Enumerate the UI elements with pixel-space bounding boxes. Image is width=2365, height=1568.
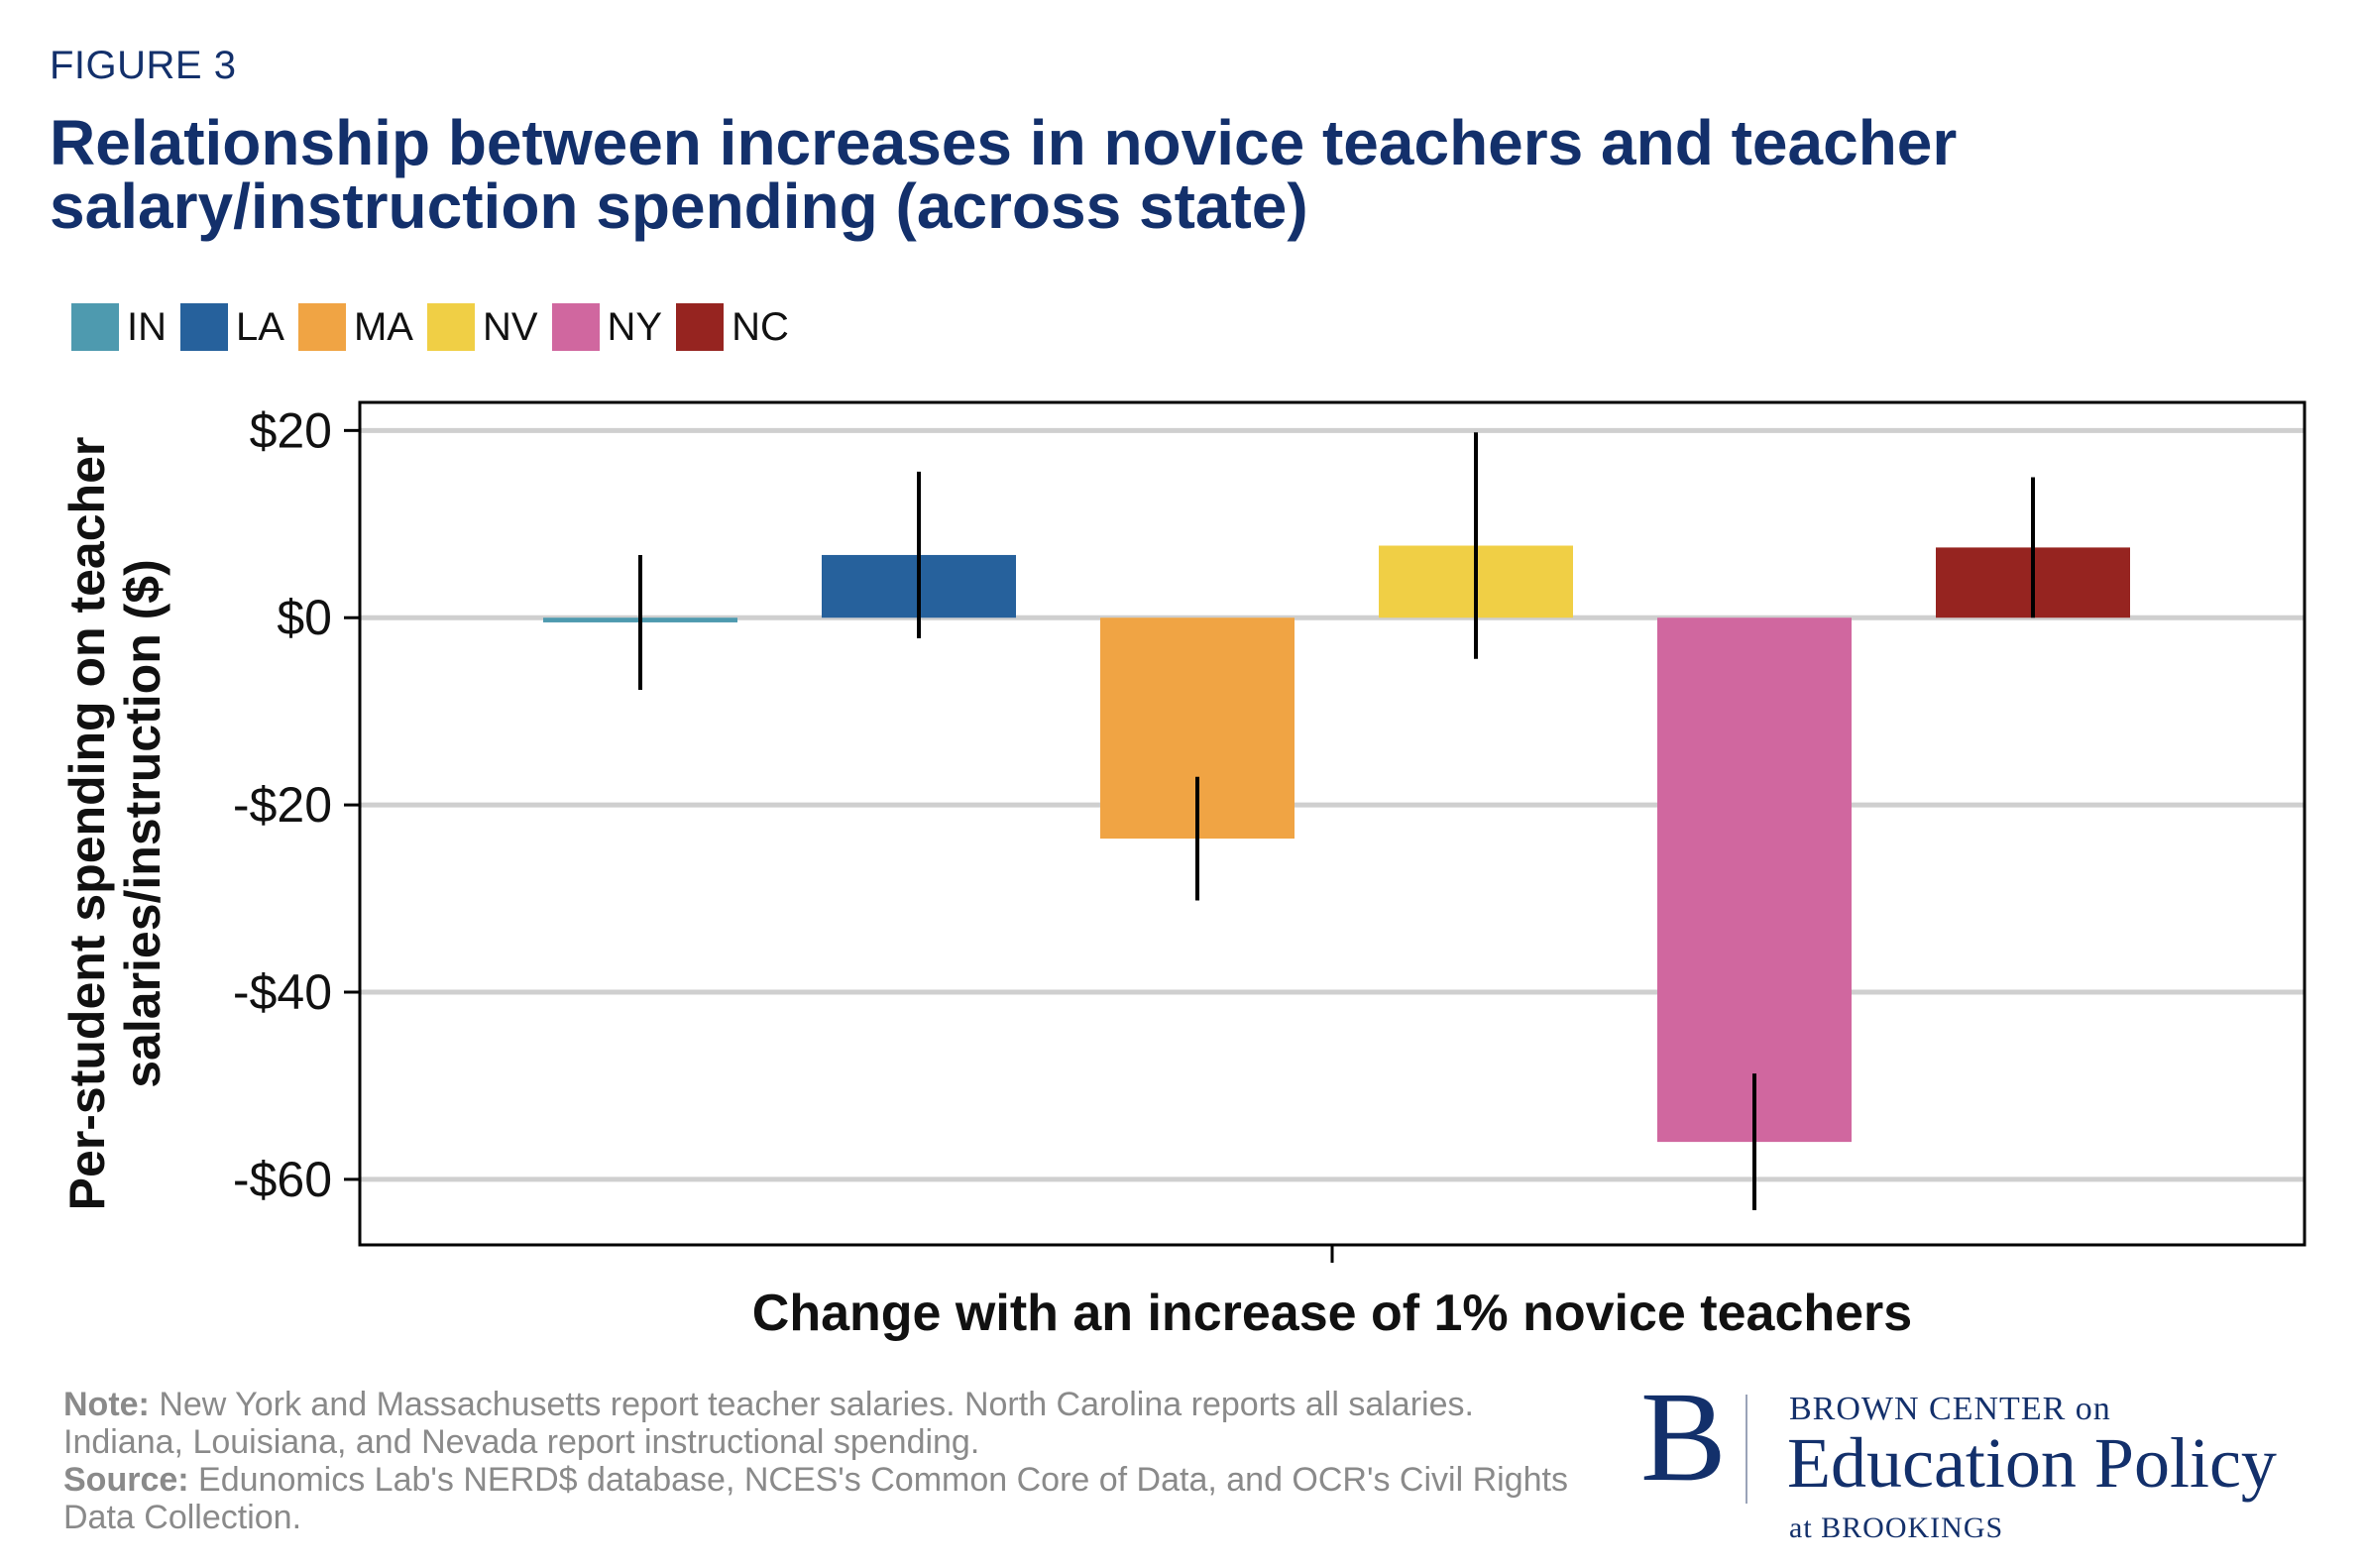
- source-label: Source:: [63, 1461, 189, 1499]
- chart-title: Relationship between increases in novice…: [50, 107, 1958, 242]
- legend: IN LA MA NV NY NC: [71, 303, 803, 351]
- y-axis-label-line: salaries/instruction ($): [115, 559, 170, 1088]
- legend-label: MA: [353, 304, 413, 349]
- y-axis-label: Per-student spending on teachersalaries/…: [59, 437, 170, 1211]
- source-text: Edunomics Lab's NERD$ database, NCES's C…: [63, 1461, 1568, 1536]
- figure-label: FIGURE 3: [50, 44, 237, 87]
- bar-chart: $20 $0 -$20 -$40 -$60 Change with an increase…: [59, 400, 2307, 1342]
- brand-main-line: Education Policy: [1787, 1423, 2277, 1503]
- legend-item-in: IN: [71, 303, 167, 351]
- note-text: New York and Massachusetts report teache…: [63, 1386, 1474, 1461]
- brand-top-line: BROWN CENTER on: [1789, 1391, 2111, 1427]
- legend-label: LA: [236, 304, 284, 349]
- legend-item-ny: NY: [551, 303, 663, 351]
- x-axis-label: Change with an increase of 1% novice tea…: [752, 1285, 1912, 1342]
- bar-ny: [1657, 617, 1852, 1143]
- legend-label: IN: [127, 304, 167, 349]
- legend-label: NY: [607, 304, 663, 349]
- legend-swatch: [297, 303, 346, 351]
- y-tick-label: -$60: [233, 1152, 332, 1207]
- legend-item-ma: MA: [297, 303, 413, 351]
- legend-swatch: [426, 303, 475, 351]
- y-tick-label: -$20: [233, 777, 332, 833]
- footnote: Note: New York and Massachusetts report …: [63, 1386, 1570, 1536]
- y-tick-label: -$40: [233, 964, 332, 1020]
- legend-label: NC: [732, 304, 789, 349]
- y-tick-label: $0: [277, 590, 332, 645]
- legend-swatch: [676, 303, 725, 351]
- y-tick-label: $20: [250, 402, 332, 458]
- legend-item-nc: NC: [676, 303, 789, 351]
- y-axis-label-line: Per-student spending on teacher: [59, 437, 115, 1211]
- plot-frame: [358, 400, 2307, 1247]
- brand-letter: B: [1640, 1366, 1727, 1509]
- legend-label: NV: [482, 304, 538, 349]
- legend-swatch: [551, 303, 600, 351]
- legend-swatch: [180, 303, 228, 351]
- brand-bottom-line: at BROOKINGS: [1789, 1512, 2004, 1544]
- legend-swatch: [71, 303, 119, 351]
- legend-item-la: LA: [180, 303, 284, 351]
- note-label: Note:: [63, 1386, 150, 1423]
- legend-item-nv: NV: [426, 303, 538, 351]
- brookings-logo: B BROWN CENTER on Education Policy at BR…: [1640, 1366, 2334, 1551]
- brand-divider: [1746, 1395, 1747, 1504]
